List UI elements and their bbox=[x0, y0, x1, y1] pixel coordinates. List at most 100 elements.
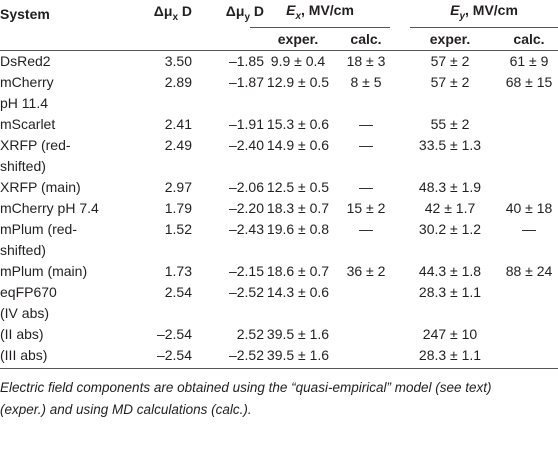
value-cell: –2.43 bbox=[228, 221, 264, 237]
value-cell bbox=[500, 282, 558, 324]
footnote-line: (exper.) and using MD calculations (calc… bbox=[0, 402, 252, 417]
value-cell: –1.91 bbox=[228, 116, 264, 132]
header-unit: , MV/cm bbox=[301, 2, 354, 19]
value-cell: — bbox=[359, 116, 373, 132]
footnote: Electric field components are obtained u… bbox=[0, 377, 558, 421]
header-subscript: x bbox=[172, 11, 178, 23]
footnote-line: Electric field components are obtained u… bbox=[0, 380, 492, 395]
value-cell: 48.3 ± 1.9 bbox=[418, 179, 482, 195]
value-cell: 2.41 bbox=[164, 116, 192, 132]
value-cell: –2.54 bbox=[140, 345, 192, 369]
table-row: DsRed2 3.50 –1.85 9.9 ± 0.4 18 ± 3 57 ± 2 61 ±… bbox=[0, 51, 558, 73]
value-cell: 44.3 ± 1.8 bbox=[418, 263, 482, 279]
value-cell: 18.3 ± 0.7 bbox=[266, 200, 330, 216]
system-cell: mCherry pH 11.4 bbox=[0, 72, 140, 114]
system-line: mCherry pH 7.4 bbox=[0, 200, 99, 216]
system-line: XRFP (red- bbox=[0, 137, 71, 153]
header-cell: Ex, MV/cm bbox=[250, 0, 400, 28]
value-cell: 28.3 ± 1.1 bbox=[400, 345, 500, 369]
system-cell: eqFP670 (IV abs) bbox=[0, 282, 140, 324]
header-subscript: y bbox=[244, 11, 250, 23]
value-cell: 2.49 bbox=[164, 137, 192, 153]
table-row: mScarlet 2.41 –1.91 15.3 ± 0.6 — 55 ± 2 bbox=[0, 114, 558, 135]
header-symbol: Δμ bbox=[153, 2, 173, 19]
value-cell: 57 ± 2 bbox=[430, 74, 470, 90]
value-cell bbox=[500, 345, 558, 369]
value-cell: 8 ± 5 bbox=[350, 74, 382, 90]
value-cell: 33.5 ± 1.3 bbox=[418, 137, 482, 153]
value-cell bbox=[332, 324, 400, 345]
value-cell: 36 ± 2 bbox=[346, 263, 386, 279]
table-row: mCherry pH 7.4 1.79 –2.20 18.3 ± 0.7 15 ± 2 4… bbox=[0, 198, 558, 219]
value-cell: 2.97 bbox=[164, 179, 192, 195]
header-symbol: E bbox=[286, 2, 296, 19]
table-header: System Δμx D Δμy D Ex, MV/cm Ey, MV/cm e… bbox=[0, 0, 558, 51]
value-cell: 2.89 bbox=[164, 74, 192, 90]
system-cell: mCherry pH 7.4 bbox=[0, 198, 140, 219]
data-table: System Δμx D Δμy D Ex, MV/cm Ey, MV/cm e… bbox=[0, 0, 558, 369]
table-row: (III abs) –2.54 –2.52 39.5 ± 1.6 28.3 ± 1.1 bbox=[0, 345, 558, 369]
table-row: mCherry pH 11.4 2.89 –1.87 12.9 ± 0.5 8 ± 5 57… bbox=[0, 72, 558, 114]
value-cell: — bbox=[359, 221, 373, 237]
value-cell: –2.40 bbox=[228, 137, 264, 153]
value-cell bbox=[500, 177, 558, 198]
system-cell: (II abs) bbox=[0, 324, 140, 345]
header-group: Ey, MV/cm bbox=[410, 0, 558, 28]
table-row: eqFP670 (IV abs) 2.54 –2.52 14.3 ± 0.6 28.3 ±… bbox=[0, 282, 558, 324]
value-cell bbox=[500, 135, 558, 177]
system-line: mCherry bbox=[0, 74, 54, 90]
value-cell: 28.3 ± 1.1 bbox=[418, 284, 482, 300]
header-row: System Δμx D Δμy D Ex, MV/cm Ey, MV/cm bbox=[0, 0, 558, 28]
value-cell: — bbox=[522, 221, 536, 237]
value-cell: 9.9 ± 0.4 bbox=[270, 53, 326, 69]
value-cell: 14.3 ± 0.6 bbox=[266, 284, 330, 300]
system-line: shifted) bbox=[0, 158, 46, 174]
subheader-cell: exper. bbox=[400, 28, 500, 51]
subheader-cell: calc. bbox=[332, 28, 400, 51]
value-cell: 1.79 bbox=[164, 200, 192, 216]
value-cell: 12.9 ± 0.5 bbox=[266, 74, 330, 90]
table-row: (II abs) –2.54 2.52 39.5 ± 1.6 247 ± 10 bbox=[0, 324, 558, 345]
subheader-cell: calc. bbox=[500, 28, 558, 51]
subheader-row: exper. calc. exper. calc. bbox=[0, 28, 558, 51]
system-cell: XRFP (main) bbox=[0, 177, 140, 198]
value-cell: 55 ± 2 bbox=[430, 116, 470, 132]
value-cell bbox=[500, 324, 558, 345]
subheader-cell: exper. bbox=[264, 28, 332, 51]
value-cell: 2.52 bbox=[236, 326, 264, 342]
system-cell: mScarlet bbox=[0, 114, 140, 135]
value-cell: –2.54 bbox=[156, 326, 192, 342]
value-cell: –1.85 bbox=[228, 53, 264, 69]
header-unit: D bbox=[250, 2, 264, 19]
table-body: DsRed2 3.50 –1.85 9.9 ± 0.4 18 ± 3 57 ± 2 61 ±… bbox=[0, 51, 558, 369]
table-row: mPlum (red-shifted) 1.52 –2.43 19.6 ± 0.8 — 3… bbox=[0, 219, 558, 261]
header-cell: Δμy D bbox=[192, 0, 264, 28]
system-line: shifted) bbox=[0, 242, 46, 258]
header-symbol: Δμ bbox=[225, 2, 245, 19]
table-row: XRFP (red-shifted) 2.49 –2.40 14.9 ± 0.6 — 33… bbox=[0, 135, 558, 177]
value-cell: — bbox=[359, 179, 373, 195]
header-unit: D bbox=[178, 2, 192, 19]
value-cell: 88 ± 24 bbox=[505, 263, 553, 279]
value-cell: 1.73 bbox=[164, 263, 192, 279]
header-cell: Δμx D bbox=[140, 0, 192, 28]
header-cell bbox=[140, 28, 192, 51]
value-cell: –2.06 bbox=[228, 179, 264, 195]
value-cell: 18 ± 3 bbox=[346, 53, 386, 69]
header-symbol: E bbox=[450, 2, 460, 19]
header-cell: Ey, MV/cm bbox=[400, 0, 558, 28]
value-cell: 57 ± 2 bbox=[430, 53, 470, 69]
system-cell: (III abs) bbox=[0, 345, 140, 369]
value-cell: — bbox=[359, 137, 373, 153]
system-line: eqFP670 bbox=[0, 284, 57, 300]
value-cell: 39.5 ± 1.6 bbox=[264, 345, 332, 369]
header-cell bbox=[0, 28, 140, 51]
header-unit: , MV/cm bbox=[465, 2, 518, 19]
system-cell: DsRed2 bbox=[0, 51, 140, 73]
system-line: XRFP (main) bbox=[0, 179, 81, 195]
value-cell: 14.9 ± 0.6 bbox=[266, 137, 330, 153]
system-line: mPlum (red- bbox=[0, 221, 78, 237]
system-cell: XRFP (red-shifted) bbox=[0, 135, 140, 177]
value-cell: 40 ± 18 bbox=[505, 200, 553, 216]
value-cell: 19.6 ± 0.8 bbox=[266, 221, 330, 237]
